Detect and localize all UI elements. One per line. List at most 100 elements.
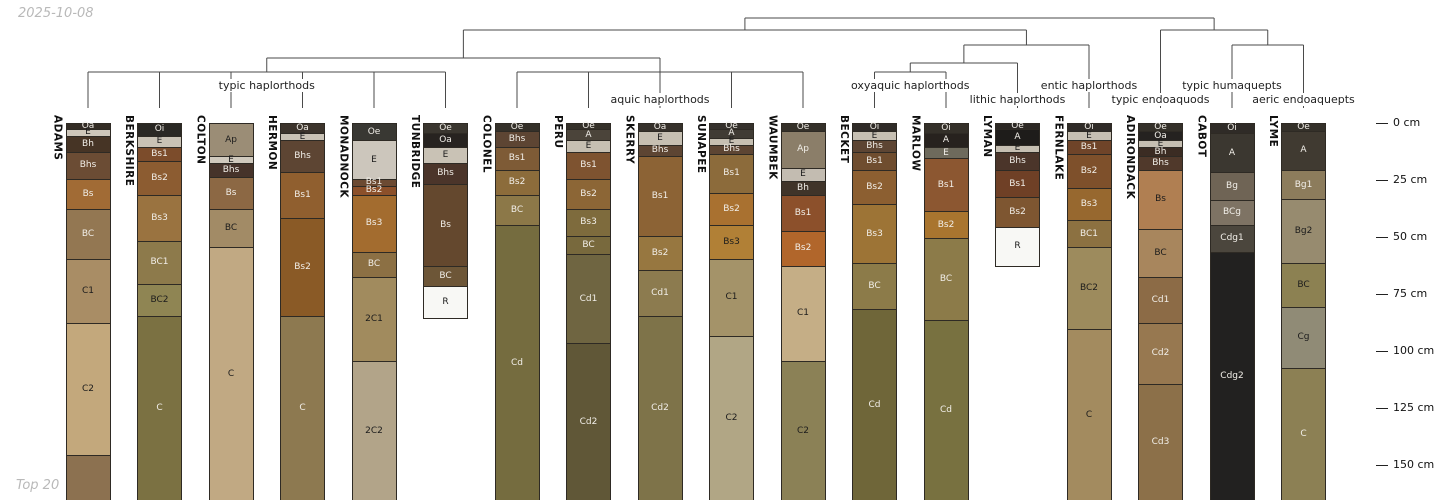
profile-column: Ap E Bhs Bs BC C <box>208 123 254 500</box>
horizon-label: E <box>299 131 306 142</box>
horizon-label: Oa <box>81 120 95 131</box>
horizon-segment: Bs1 <box>637 157 683 237</box>
profile-column: Oe Oa E Bhs Bs BC R <box>423 123 468 320</box>
profile-name-label: PERU <box>552 115 564 149</box>
horizon-segment: BCg <box>1209 200 1255 226</box>
horizon-label: Bs <box>440 219 451 230</box>
horizon-segment: BC2 <box>1066 248 1112 331</box>
horizon-segment: BC2 <box>137 284 182 317</box>
horizon-label: C2 <box>81 383 94 394</box>
horizon-segment: E <box>852 131 897 142</box>
horizon-label: Bs1 <box>937 179 955 190</box>
horizon-label: Cg <box>1297 332 1310 343</box>
horizon-segment: Cd1 <box>566 255 611 345</box>
horizon-segment: Oe <box>351 123 397 142</box>
horizon-label: 2C1 <box>365 314 383 325</box>
horizon-label: Bhs <box>1152 157 1169 168</box>
horizon-segment: E <box>780 168 826 183</box>
horizon-label: Cd <box>940 405 952 416</box>
horizon-label: Bs1 <box>794 208 812 219</box>
horizon-label: Bh <box>1154 146 1167 157</box>
group-label: entic haplorthods <box>1037 79 1141 92</box>
horizon-segment: C2 <box>709 337 754 500</box>
horizon-segment: Bs2 <box>923 211 969 240</box>
horizon-segment: Ap <box>780 132 826 169</box>
depth-tick <box>1376 293 1388 295</box>
horizon-label: Cdg2 <box>1220 371 1244 382</box>
horizon-label: Bhs <box>1009 155 1026 166</box>
horizon-segment: Bhs <box>280 141 325 174</box>
horizon-segment: Oi <box>923 123 969 135</box>
horizon-label: Bhs <box>437 168 454 179</box>
horizon-segment: Cd1 <box>637 271 683 317</box>
horizon-segment: 2C2 <box>351 362 397 500</box>
profile-name-label: LYME <box>1267 115 1279 148</box>
horizon-segment: Ap <box>208 123 254 158</box>
horizon-label: Oa <box>439 135 452 146</box>
profile-column: Oa E Bhs Bs1 Bs2 Cd1 Cd2 <box>637 122 683 500</box>
horizon-segment: Bhs <box>1138 157 1183 171</box>
horizon-segment: 2C1 <box>351 278 397 363</box>
horizon-label: Oe <box>796 122 810 133</box>
horizon-label: Cd1 <box>1151 294 1170 305</box>
horizon-label: Cd2 <box>579 416 598 427</box>
horizon-label: Oe <box>1011 120 1024 131</box>
horizon-segment: BC <box>1138 230 1183 278</box>
horizon-label: E <box>442 150 449 161</box>
horizon-segment: BC <box>351 252 397 278</box>
horizon-segment: Bhs <box>709 145 754 155</box>
horizon-segment: E <box>208 155 254 164</box>
horizon-segment: Bs3 <box>1066 189 1112 221</box>
profile-column: Oa E Bhs Bs1 Bs2 C <box>280 123 325 500</box>
horizon-label: Bs1 <box>1080 142 1098 153</box>
horizon-segment: BC <box>494 195 540 226</box>
profile-column: Oe Ap E Bh Bs1 Bs2 C1 C2 <box>780 122 826 500</box>
horizon-segment: Bg <box>1209 173 1255 201</box>
horizon-label: Cd2 <box>1151 348 1170 359</box>
horizon-label: Bs2 <box>723 203 740 214</box>
horizon-label: Cd <box>868 399 881 410</box>
horizon-label: Bs1 <box>866 155 883 166</box>
horizon-label: C <box>227 368 235 379</box>
depth-tick <box>1376 122 1388 124</box>
horizon-segment: Cd <box>852 309 897 500</box>
profile-name-label: ADIRONDACK <box>1124 115 1136 200</box>
horizon-segment: E <box>65 128 111 137</box>
horizon-segment: Oe <box>780 122 826 133</box>
horizon-segment: BC <box>566 236 611 256</box>
horizon-label: Oa <box>653 122 667 133</box>
group-label: lithic haplorthods <box>966 93 1069 106</box>
profile-name-label: WAUMBEK <box>766 115 779 180</box>
horizon-label: Bh <box>82 138 94 149</box>
horizon-segment: E <box>637 132 683 146</box>
horizon-label: Bs2 <box>1009 207 1026 218</box>
horizon-segment: BC <box>423 266 468 288</box>
depth-tick-label: 150 cm <box>1393 458 1435 471</box>
horizon-segment: Oa <box>280 123 325 135</box>
horizon-label: Oe <box>439 123 452 134</box>
horizon-segment: C <box>208 248 254 500</box>
group-label: aeric endoaquepts <box>1249 93 1358 106</box>
horizon-label: Bhs <box>79 160 97 171</box>
horizon-segment: Bs1 <box>351 178 397 187</box>
depth-tick <box>1376 464 1388 466</box>
horizon-segment: A <box>995 129 1040 146</box>
horizon-segment <box>65 455 111 500</box>
horizon-label: Oi <box>1084 122 1094 133</box>
horizon-label: Bhs <box>866 140 883 151</box>
horizon-label: BC <box>367 259 381 270</box>
horizon-label: Bs2 <box>937 219 955 230</box>
horizon-label: BCg <box>1222 207 1241 218</box>
horizon-segment: Oa <box>65 120 111 131</box>
horizon-label: BC <box>582 240 595 251</box>
horizon-label: Cd1 <box>651 287 669 298</box>
horizon-segment: Cd2 <box>566 344 611 500</box>
horizon-label: BC <box>1154 248 1167 259</box>
profile-name-label: BERKSHIRE <box>123 115 135 187</box>
horizon-segment: Bh <box>65 136 111 153</box>
horizon-label: C <box>1085 409 1093 420</box>
horizon-segment: Oe <box>566 121 611 130</box>
horizon-segment: Bs1 <box>852 152 897 171</box>
profile-column: Oi A Bg BCg Cdg1 Cdg2 <box>1209 123 1255 500</box>
